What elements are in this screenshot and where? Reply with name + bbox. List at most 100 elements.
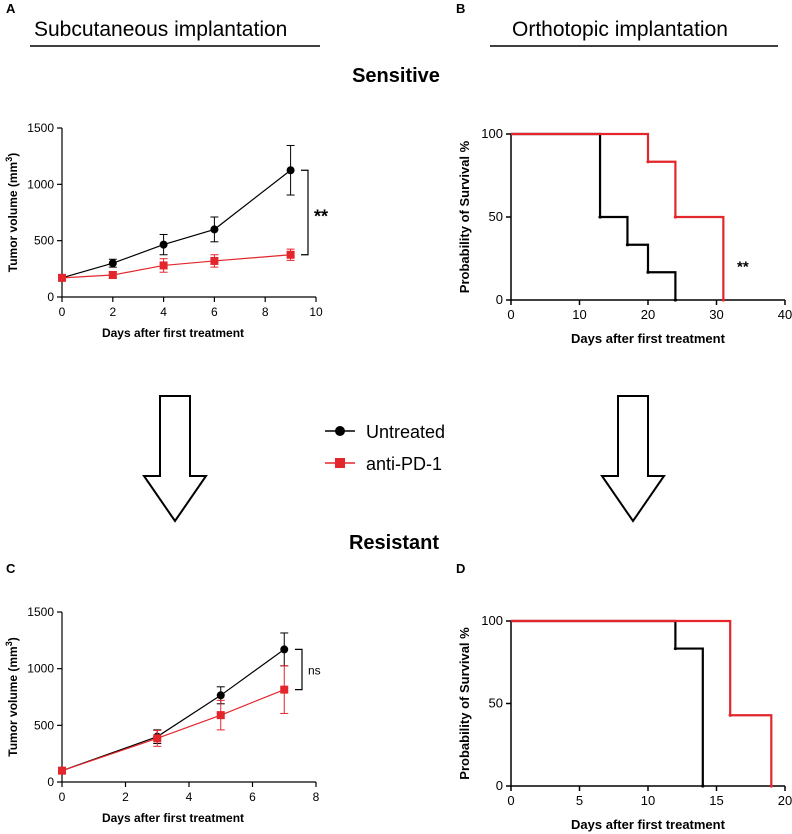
y-axis-label: Tumor volume (mm3) <box>4 637 20 756</box>
header-title-left: Subcutaneous implantation <box>34 18 287 41</box>
data-point-untreated <box>216 691 225 700</box>
step-point-untreated <box>598 215 602 219</box>
x-axis-label: Days after first treatment <box>102 326 244 340</box>
legend-treated-marker <box>335 458 345 468</box>
data-point-untreated <box>108 259 117 268</box>
panel-c-tumor-volume-resistant: 0 2 4 6 8 0 500 1000 1500 Days after first treatm… <box>4 605 321 825</box>
series-line-treated <box>511 132 725 300</box>
series-line-treated <box>61 689 285 772</box>
data-point-treated <box>108 271 117 280</box>
data-point-treated <box>286 250 295 259</box>
data-point-treated <box>159 261 168 270</box>
data-point-untreated <box>286 166 295 175</box>
x-tick-label: 30 <box>709 307 723 322</box>
x-tick-label: 5 <box>576 793 583 808</box>
data-point-untreated <box>159 240 168 249</box>
data-point-treated <box>58 766 66 775</box>
panel-letter-c: C <box>6 561 16 576</box>
y-tick-label: 1000 <box>27 662 54 676</box>
x-tick-label: 2 <box>122 790 129 804</box>
x-tick-label: 20 <box>641 307 655 322</box>
section-resistant: Resistant <box>349 532 439 554</box>
panel-letter-b: B <box>456 1 465 16</box>
significance-label: ** <box>314 207 328 227</box>
step-point-untreated <box>646 270 650 274</box>
legend-untreated-label: Untreated <box>366 422 445 442</box>
x-tick-label: 6 <box>249 790 256 804</box>
y-axis-label: Probability of Survival % <box>457 627 472 780</box>
step-point-treated <box>673 215 678 219</box>
arrow-down-right-icon <box>600 395 666 523</box>
step-point-treated <box>769 784 773 788</box>
data-point-untreated <box>280 645 289 654</box>
x-tick-label: 10 <box>309 305 323 319</box>
y-tick-label: 100 <box>481 126 503 141</box>
y-tick-label: 0 <box>47 290 54 304</box>
y-tick-label: 1000 <box>27 177 54 191</box>
x-tick-label: 20 <box>778 793 792 808</box>
y-tick-label: 0 <box>496 292 503 307</box>
y-tick-label: 0 <box>496 778 503 793</box>
x-tick-label: 40 <box>778 307 792 322</box>
legend-untreated-marker <box>335 426 345 436</box>
data-point-treated <box>216 711 225 720</box>
panel-letter-a: A <box>6 1 16 16</box>
series-line-treated <box>511 619 773 786</box>
series-line-untreated <box>61 169 291 279</box>
y-tick-label: 0 <box>47 775 54 789</box>
y-axis-label: Probability of Survival % <box>457 140 472 293</box>
series-line-untreated <box>511 619 704 786</box>
x-tick-label: 0 <box>507 793 514 808</box>
step-point-untreated <box>673 646 678 651</box>
data-point-treated <box>153 734 162 743</box>
x-axis-label: Days after first treatment <box>571 817 726 832</box>
series-line-untreated <box>61 648 285 772</box>
legend-treated-label: anti-PD-1 <box>366 454 442 474</box>
y-tick-label: 50 <box>489 696 503 711</box>
step-point-treated <box>728 713 732 717</box>
data-point-treated <box>210 256 219 265</box>
x-tick-label: 8 <box>313 790 320 804</box>
panel-letter-d: D <box>456 561 465 576</box>
data-point-treated <box>58 273 66 282</box>
x-tick-label: 15 <box>709 793 723 808</box>
y-tick-label: 1500 <box>27 121 54 135</box>
x-axis-label: Days after first treatment <box>102 811 244 825</box>
x-tick-label: 4 <box>160 305 167 319</box>
step-point-untreated <box>673 298 678 302</box>
x-tick-label: 10 <box>641 793 655 808</box>
significance-bracket <box>295 648 303 691</box>
x-tick-label: 8 <box>262 305 269 319</box>
panel-a-tumor-volume-sensitive: 0 2 4 6 8 10 0 500 1000 1500 Days after first trea… <box>4 121 328 340</box>
y-tick-label: 50 <box>489 209 503 224</box>
step-point-treated <box>721 298 725 302</box>
x-tick-label: 0 <box>507 307 514 322</box>
y-tick-label: 500 <box>34 718 54 732</box>
step-point-treated <box>646 160 650 164</box>
x-tick-label: 0 <box>59 790 66 804</box>
y-axis-label: Tumor volume (mm3) <box>4 153 20 272</box>
x-tick-label: 2 <box>109 305 116 319</box>
y-tick-label: 1500 <box>27 605 54 619</box>
x-axis-label: Days after first treatment <box>571 331 726 346</box>
series-line-treated <box>61 254 291 279</box>
significance-label: ns <box>308 664 321 678</box>
arrow-down-left-icon <box>142 395 208 523</box>
data-point-treated <box>280 685 289 694</box>
y-tick-label: 500 <box>34 234 54 248</box>
significance-label: ** <box>737 258 749 275</box>
step-point-untreated <box>701 784 705 788</box>
x-tick-label: 4 <box>186 790 193 804</box>
section-sensitive: Sensitive <box>352 65 440 87</box>
x-tick-label: 0 <box>59 305 66 319</box>
y-tick-label: 100 <box>481 613 503 628</box>
significance-bracket <box>301 169 309 256</box>
panel-d-survival-resistant: 0 5 10 15 20 0 50 100 Days after first treatment… <box>457 613 792 832</box>
data-point-untreated <box>210 225 219 234</box>
panel-b-survival-sensitive: 0 10 20 30 40 0 50 100 Days after first treatmen… <box>457 126 792 346</box>
x-tick-label: 10 <box>572 307 586 322</box>
step-point-untreated <box>625 243 630 247</box>
header-title-right: Orthotopic implantation <box>512 18 728 41</box>
x-tick-label: 6 <box>211 305 218 319</box>
